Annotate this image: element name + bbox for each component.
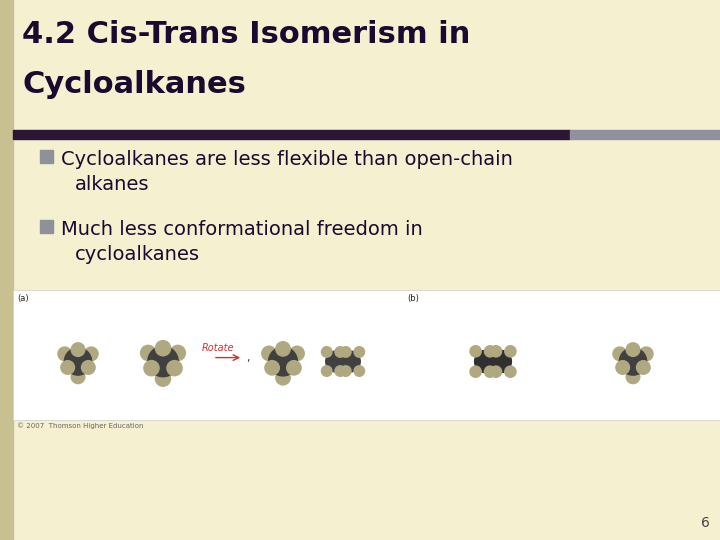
Circle shape <box>276 370 290 385</box>
Circle shape <box>269 347 297 376</box>
Circle shape <box>265 361 279 375</box>
Bar <box>13 290 720 420</box>
Circle shape <box>144 361 159 376</box>
Text: © 2007  Thomson Higher Education: © 2007 Thomson Higher Education <box>17 422 143 429</box>
Circle shape <box>335 347 346 357</box>
Text: alkanes: alkanes <box>75 175 150 194</box>
Circle shape <box>148 346 179 377</box>
Circle shape <box>490 346 502 357</box>
Bar <box>40 220 53 233</box>
Text: 6: 6 <box>701 516 710 530</box>
Circle shape <box>71 343 85 356</box>
Circle shape <box>619 348 647 375</box>
Circle shape <box>639 347 653 361</box>
Circle shape <box>335 366 346 376</box>
Circle shape <box>354 366 364 376</box>
Circle shape <box>140 346 156 361</box>
Circle shape <box>505 366 516 377</box>
Bar <box>40 150 53 163</box>
Circle shape <box>339 351 360 372</box>
Circle shape <box>287 361 301 375</box>
Circle shape <box>474 350 497 373</box>
Text: (a): (a) <box>17 294 29 303</box>
Circle shape <box>61 361 74 374</box>
Circle shape <box>490 366 502 377</box>
Circle shape <box>167 361 182 376</box>
Text: (b): (b) <box>407 294 419 303</box>
Bar <box>0 0 13 540</box>
Circle shape <box>341 366 351 376</box>
Text: Much less conformational freedom in: Much less conformational freedom in <box>61 220 423 239</box>
Text: Rotate: Rotate <box>202 342 234 353</box>
Circle shape <box>613 347 626 361</box>
Circle shape <box>81 361 95 374</box>
Circle shape <box>354 347 364 357</box>
Circle shape <box>470 346 481 357</box>
Text: ,: , <box>246 353 250 362</box>
Circle shape <box>626 370 640 383</box>
Circle shape <box>470 366 481 377</box>
Circle shape <box>156 341 171 356</box>
Text: Cycloalkanes: Cycloalkanes <box>22 70 246 99</box>
Bar <box>570 130 720 139</box>
Circle shape <box>485 366 495 377</box>
Circle shape <box>485 346 495 357</box>
Bar <box>13 130 570 139</box>
Circle shape <box>290 346 305 361</box>
Text: Cycloalkanes are less flexible than open-chain: Cycloalkanes are less flexible than open… <box>61 150 513 169</box>
Circle shape <box>321 347 332 357</box>
Circle shape <box>489 350 511 373</box>
Text: 4.2 Cis-Trans Isomerism in: 4.2 Cis-Trans Isomerism in <box>22 20 470 49</box>
Circle shape <box>84 347 98 361</box>
Text: cycloalkanes: cycloalkanes <box>75 245 200 264</box>
Circle shape <box>71 370 85 383</box>
Circle shape <box>276 342 290 356</box>
Circle shape <box>505 346 516 357</box>
Circle shape <box>341 347 351 357</box>
Circle shape <box>325 351 347 372</box>
Circle shape <box>626 343 640 356</box>
Circle shape <box>170 346 186 361</box>
Circle shape <box>262 346 276 361</box>
Circle shape <box>321 366 332 376</box>
Circle shape <box>636 361 650 374</box>
Circle shape <box>616 361 629 374</box>
Circle shape <box>64 348 91 375</box>
Circle shape <box>156 371 171 386</box>
Circle shape <box>58 347 71 361</box>
